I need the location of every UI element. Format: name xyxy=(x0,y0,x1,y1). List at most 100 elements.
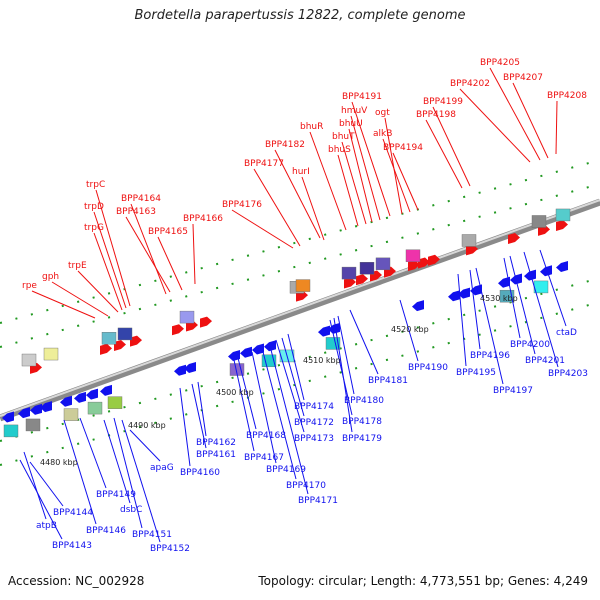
gene-arrow-reverse[interactable] xyxy=(448,290,460,302)
gene-label-bottom[interactable]: BPP4151 xyxy=(132,530,172,540)
gene-label-top[interactable]: BPP4205 xyxy=(480,58,520,68)
gene-arrow-forward[interactable] xyxy=(100,343,112,355)
gene-label-top[interactable]: BPP4198 xyxy=(416,110,456,120)
gene-arrow-reverse[interactable] xyxy=(540,265,552,277)
gene-label-top[interactable]: trpC xyxy=(86,180,105,190)
gene-label-top[interactable]: BPP4199 xyxy=(423,97,463,107)
gene-label-top[interactable]: BPP4207 xyxy=(503,73,543,83)
gene-arrow-reverse[interactable] xyxy=(18,407,30,419)
gene-label-top[interactable]: bhuR xyxy=(300,122,323,132)
gene-arrow-reverse[interactable] xyxy=(30,403,42,415)
gene-arrow-reverse[interactable] xyxy=(100,384,112,396)
gene-label-top[interactable]: BPP4165 xyxy=(148,227,188,237)
gene-arrow-reverse[interactable] xyxy=(40,401,52,413)
gene-label-top[interactable]: trpG xyxy=(84,223,104,233)
gene-label-top[interactable]: BPP4164 xyxy=(121,194,161,204)
gene-label-bottom[interactable]: BPP4181 xyxy=(368,376,408,386)
gene-arrow-forward[interactable] xyxy=(508,232,520,244)
gene-arrow-reverse[interactable] xyxy=(524,269,536,281)
gene-block[interactable] xyxy=(461,234,477,247)
gene-label-bottom[interactable]: atpB xyxy=(36,521,57,531)
gene-label-top[interactable]: bhuT xyxy=(332,132,355,142)
gene-label-bottom[interactable]: BPP4174 xyxy=(294,402,334,412)
gene-label-bottom[interactable]: BPP4190 xyxy=(408,363,448,373)
gene-label-bottom[interactable]: BPP4169 xyxy=(266,465,306,475)
gene-label-bottom[interactable]: BPP4172 xyxy=(294,418,334,428)
gene-label-top[interactable]: trpD xyxy=(84,202,104,212)
gene-label-bottom[interactable]: BPP4179 xyxy=(342,434,382,444)
gene-arrow-reverse[interactable] xyxy=(252,343,264,355)
gene-arrow-forward[interactable] xyxy=(466,244,478,256)
gene-label-bottom[interactable]: apaG xyxy=(150,463,174,473)
gene-label-top[interactable]: bhuU xyxy=(339,119,363,129)
gene-label-top[interactable]: rpe xyxy=(22,281,37,291)
gene-label-top[interactable]: BPP4177 xyxy=(244,159,284,169)
gene-label-bottom[interactable]: ctaD xyxy=(556,328,577,338)
gene-arrow-reverse[interactable] xyxy=(264,340,276,352)
gene-label-bottom[interactable]: BPP4144 xyxy=(53,508,93,518)
gene-label-top[interactable]: gph xyxy=(42,272,59,282)
gene-block[interactable] xyxy=(341,266,357,280)
gene-block[interactable] xyxy=(405,249,421,262)
gene-arrow-forward[interactable] xyxy=(418,257,430,269)
gene-label-bottom[interactable]: BPP4146 xyxy=(86,526,126,536)
gene-label-top[interactable]: ogt xyxy=(375,108,390,118)
gene-arrow-reverse[interactable] xyxy=(174,364,186,376)
gene-label-bottom[interactable]: BPP4160 xyxy=(180,468,220,478)
gene-arrow-reverse[interactable] xyxy=(328,322,340,334)
gene-label-bottom[interactable]: BPP4167 xyxy=(244,453,284,463)
gene-block[interactable] xyxy=(3,424,19,438)
gene-arrow-reverse[interactable] xyxy=(412,300,424,312)
gene-arrow-forward[interactable] xyxy=(408,260,420,272)
gene-label-top[interactable]: trpE xyxy=(68,261,87,271)
gene-arrow-forward[interactable] xyxy=(428,254,440,266)
gene-block[interactable] xyxy=(117,327,133,341)
gene-block[interactable] xyxy=(531,215,547,228)
gene-arrow-forward[interactable] xyxy=(344,277,356,289)
gene-label-bottom[interactable]: BPP4197 xyxy=(493,386,533,396)
gene-arrow-reverse[interactable] xyxy=(458,287,470,299)
gene-label-bottom[interactable]: BPP4178 xyxy=(342,417,382,427)
gene-label-top[interactable]: BPP4194 xyxy=(383,143,423,153)
gene-arrow-reverse[interactable] xyxy=(74,391,86,403)
gene-label-top[interactable]: hurI xyxy=(292,167,310,177)
gene-arrow-forward[interactable] xyxy=(130,335,142,347)
gene-label-bottom[interactable]: BPP4162 xyxy=(196,438,236,448)
gene-block[interactable] xyxy=(101,332,117,345)
gene-arrow-reverse[interactable] xyxy=(240,346,252,358)
gene-label-bottom[interactable]: BPP4203 xyxy=(548,369,588,379)
gene-label-bottom[interactable]: BPP4173 xyxy=(294,434,334,444)
gene-arrow-forward[interactable] xyxy=(172,324,184,336)
gene-block[interactable] xyxy=(43,347,59,361)
gene-arrow-forward[interactable] xyxy=(200,316,212,328)
gene-arrow-forward[interactable] xyxy=(356,274,368,286)
gene-label-bottom[interactable]: dsbC xyxy=(120,505,142,515)
gene-block[interactable] xyxy=(533,280,549,294)
gene-label-top[interactable]: BPP4191 xyxy=(342,92,382,102)
gene-label-bottom[interactable]: BPP4180 xyxy=(344,396,384,406)
gene-label-top[interactable]: BPP4202 xyxy=(450,79,490,89)
gene-block[interactable] xyxy=(25,418,41,432)
gene-block[interactable] xyxy=(87,401,103,415)
gene-arrow-reverse[interactable] xyxy=(60,395,72,407)
gene-arrow-reverse[interactable] xyxy=(86,388,98,400)
gene-arrow-reverse[interactable] xyxy=(318,325,330,337)
gene-block[interactable] xyxy=(375,257,391,271)
gene-label-top[interactable]: bhuS xyxy=(328,145,351,155)
gene-label-bottom[interactable]: BPP4149 xyxy=(96,490,136,500)
gene-block[interactable] xyxy=(63,408,79,421)
gene-label-bottom[interactable]: BPP4201 xyxy=(525,356,565,366)
gene-block[interactable] xyxy=(555,208,571,222)
gene-label-top[interactable]: BPP4166 xyxy=(183,214,223,224)
gene-arrow-forward[interactable] xyxy=(556,219,568,231)
gene-label-top[interactable]: alkB xyxy=(373,129,392,139)
gene-block[interactable] xyxy=(21,353,37,367)
gene-block[interactable] xyxy=(295,279,311,292)
gene-label-top[interactable]: BPP4176 xyxy=(222,200,262,210)
gene-label-top[interactable]: BPP4182 xyxy=(265,140,305,150)
gene-label-bottom[interactable]: BPP4143 xyxy=(52,541,92,551)
gene-label-bottom[interactable]: BPP4152 xyxy=(150,544,190,554)
gene-label-top[interactable]: BPP4208 xyxy=(547,91,587,101)
gene-label-bottom[interactable]: BPP4171 xyxy=(298,496,338,506)
gene-arrow-reverse[interactable] xyxy=(556,260,568,272)
